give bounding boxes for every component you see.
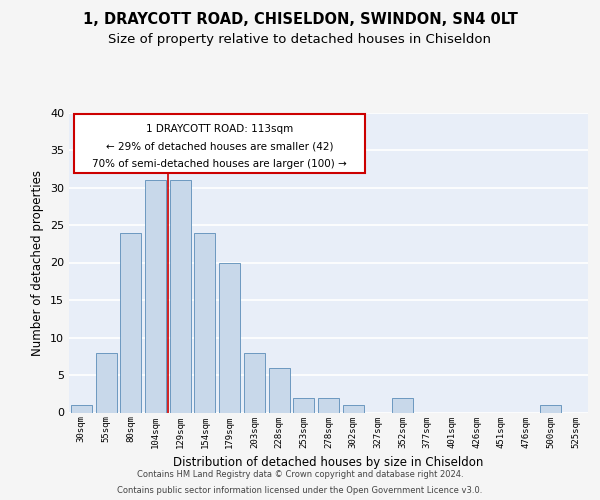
Bar [170,180,191,412]
Y-axis label: Number of detached properties: Number of detached properties [31,170,44,356]
Bar [269,368,290,412]
Bar [145,180,166,412]
Text: Size of property relative to detached houses in Chiseldon: Size of property relative to detached ho… [109,32,491,46]
Text: ← 29% of detached houses are smaller (42): ← 29% of detached houses are smaller (42… [106,141,333,151]
Text: 70% of semi-detached houses are larger (100) →: 70% of semi-detached houses are larger (… [92,158,347,168]
X-axis label: Distribution of detached houses by size in Chiseldon: Distribution of detached houses by size … [173,456,484,469]
Bar [244,352,265,412]
Bar [194,232,215,412]
Bar [219,262,240,412]
Bar [541,405,562,412]
Text: Contains HM Land Registry data © Crown copyright and database right 2024.: Contains HM Land Registry data © Crown c… [137,470,463,479]
Bar [95,352,116,412]
FancyBboxPatch shape [74,114,365,172]
Bar [71,405,92,412]
Bar [343,405,364,412]
Bar [293,398,314,412]
Text: Contains public sector information licensed under the Open Government Licence v3: Contains public sector information licen… [118,486,482,495]
Bar [318,398,339,412]
Bar [392,398,413,412]
Text: 1, DRAYCOTT ROAD, CHISELDON, SWINDON, SN4 0LT: 1, DRAYCOTT ROAD, CHISELDON, SWINDON, SN… [83,12,517,28]
Text: 1 DRAYCOTT ROAD: 113sqm: 1 DRAYCOTT ROAD: 113sqm [146,124,293,134]
Bar [120,232,141,412]
